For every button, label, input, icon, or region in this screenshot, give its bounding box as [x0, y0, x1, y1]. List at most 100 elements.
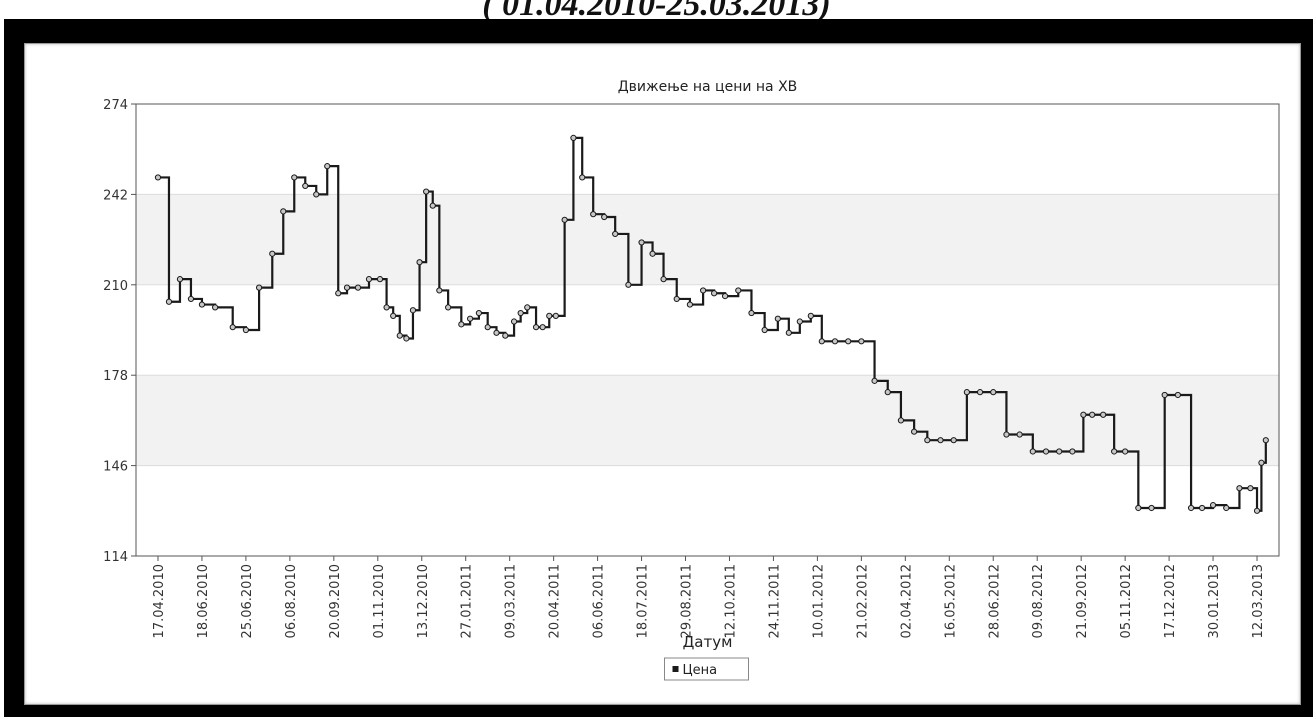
data-point[interactable]	[937, 437, 944, 444]
data-point[interactable]	[313, 191, 320, 198]
data-point[interactable]	[1223, 504, 1230, 512]
data-point[interactable]	[796, 318, 803, 325]
data-point[interactable]	[976, 389, 984, 396]
data-point[interactable]	[291, 174, 298, 181]
data-point[interactable]	[1100, 411, 1107, 418]
data-point[interactable]	[818, 338, 825, 345]
data-point[interactable]	[845, 338, 852, 345]
data-point[interactable]	[445, 304, 452, 311]
data-point[interactable]	[458, 321, 465, 328]
data-point[interactable]	[990, 389, 997, 396]
data-point[interactable]	[686, 301, 694, 308]
data-point[interactable]	[590, 211, 597, 218]
data-point[interactable]	[748, 309, 755, 317]
data-point[interactable]	[1111, 448, 1118, 455]
data-point[interactable]	[390, 312, 397, 319]
data-point[interactable]	[429, 202, 436, 209]
data-point[interactable]	[700, 287, 707, 294]
data-point[interactable]	[1209, 502, 1217, 509]
data-point[interactable]	[343, 284, 351, 291]
data-point[interactable]	[198, 301, 206, 308]
data-point[interactable]	[774, 315, 781, 322]
data-point[interactable]	[1198, 504, 1206, 512]
data-point[interactable]	[475, 309, 482, 317]
data-point[interactable]	[1056, 448, 1063, 455]
legend[interactable]: Цена	[664, 657, 749, 681]
data-point[interactable]	[785, 329, 792, 336]
data-point[interactable]	[1080, 411, 1087, 418]
data-point[interactable]	[924, 437, 931, 444]
data-point[interactable]	[423, 188, 430, 195]
data-point[interactable]	[884, 389, 891, 396]
data-point[interactable]	[1148, 504, 1155, 512]
data-point[interactable]	[269, 250, 276, 257]
data-point[interactable]	[416, 259, 423, 266]
data-point[interactable]	[165, 298, 173, 305]
data-point[interactable]	[280, 208, 287, 215]
data-point[interactable]	[911, 428, 918, 435]
data-point[interactable]	[1069, 448, 1076, 455]
data-point[interactable]	[532, 324, 540, 331]
data-point[interactable]	[242, 326, 250, 334]
data-point[interactable]	[302, 182, 309, 190]
data-point[interactable]	[1262, 437, 1269, 444]
data-point[interactable]	[1042, 448, 1050, 455]
data-point[interactable]	[897, 417, 905, 424]
data-point[interactable]	[484, 324, 491, 331]
data-point[interactable]	[154, 174, 162, 181]
data-point[interactable]	[601, 213, 608, 221]
data-point[interactable]	[1174, 391, 1181, 399]
data-point[interactable]	[335, 290, 342, 297]
data-point[interactable]	[396, 332, 403, 339]
data-point[interactable]	[324, 163, 331, 170]
data-point[interactable]	[493, 329, 500, 336]
data-point[interactable]	[517, 309, 524, 317]
data-point[interactable]	[546, 312, 553, 319]
data-point[interactable]	[963, 389, 970, 396]
data-point[interactable]	[950, 437, 957, 444]
data-point[interactable]	[539, 324, 546, 331]
data-point[interactable]	[212, 304, 219, 311]
data-point[interactable]	[1236, 485, 1243, 492]
data-point[interactable]	[187, 295, 195, 303]
data-point[interactable]	[579, 174, 586, 181]
data-point[interactable]	[673, 295, 680, 303]
data-point[interactable]	[649, 250, 656, 257]
data-point[interactable]	[1003, 431, 1010, 438]
data-point[interactable]	[721, 293, 729, 300]
data-point[interactable]	[858, 338, 865, 345]
data-point[interactable]	[612, 230, 619, 238]
data-point[interactable]	[761, 326, 768, 334]
data-point[interactable]	[354, 284, 362, 291]
data-point[interactable]	[403, 335, 410, 342]
data-point[interactable]	[1247, 485, 1254, 492]
data-point[interactable]	[1135, 504, 1142, 512]
data-point[interactable]	[1122, 448, 1129, 455]
data-point[interactable]	[871, 377, 878, 384]
data-point[interactable]	[1253, 507, 1261, 514]
data-point[interactable]	[376, 276, 384, 283]
data-point[interactable]	[831, 338, 839, 345]
data-point[interactable]	[1029, 448, 1036, 455]
data-point[interactable]	[1089, 411, 1096, 418]
data-point[interactable]	[1187, 504, 1195, 512]
data-point[interactable]	[660, 276, 667, 283]
data-point[interactable]	[710, 290, 718, 297]
data-point[interactable]	[735, 287, 742, 294]
data-point[interactable]	[176, 276, 184, 283]
data-point[interactable]	[409, 307, 417, 314]
data-point[interactable]	[365, 276, 373, 283]
data-point[interactable]	[510, 318, 518, 325]
data-point[interactable]	[625, 281, 632, 288]
data-point[interactable]	[383, 304, 390, 311]
data-point[interactable]	[255, 284, 263, 291]
data-point[interactable]	[561, 216, 568, 223]
data-point[interactable]	[807, 312, 814, 319]
data-point[interactable]	[502, 332, 509, 339]
data-point[interactable]	[229, 324, 236, 331]
data-point[interactable]	[638, 239, 645, 246]
data-point[interactable]	[1016, 431, 1023, 438]
data-point[interactable]	[524, 304, 531, 311]
data-point[interactable]	[436, 287, 443, 294]
data-point[interactable]	[1258, 459, 1265, 466]
